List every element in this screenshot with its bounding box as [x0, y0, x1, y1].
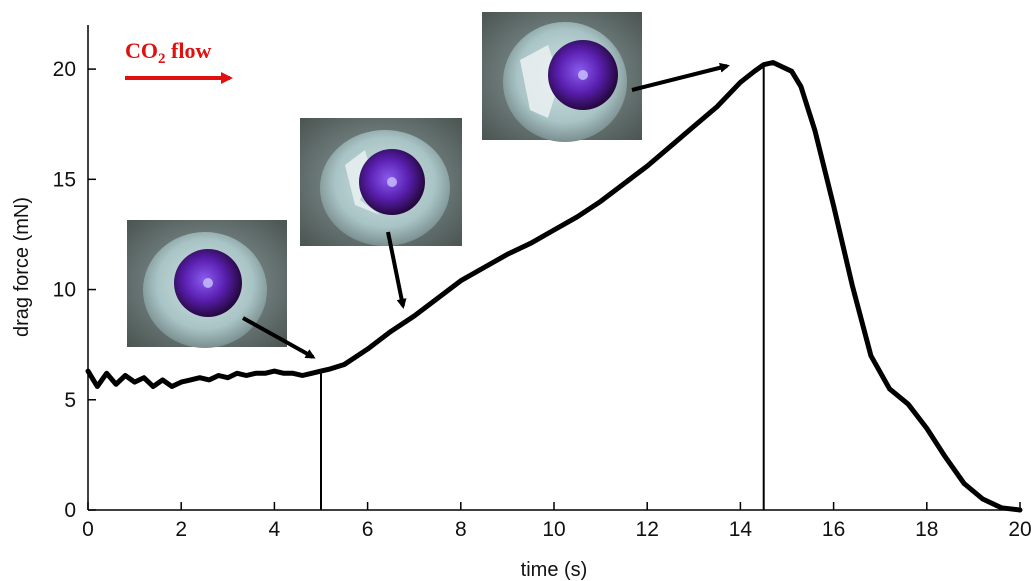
y-tick-label: 20	[53, 58, 76, 81]
y-axis-label: drag force (mN)	[11, 197, 33, 337]
x-tick-label: 0	[82, 518, 94, 541]
co2-flow-label: CO2 flow	[125, 38, 211, 67]
x-tick-label: 14	[729, 518, 753, 541]
arrow-photo-2	[386, 231, 407, 309]
x-tick-label: 10	[542, 518, 565, 541]
y-tick-label: 0	[64, 499, 76, 522]
co2-flow-annotation: CO2 flow	[125, 38, 233, 84]
x-tick-label: 16	[822, 518, 845, 541]
x-tick-label: 20	[1008, 518, 1031, 541]
arrow-photo-1	[242, 316, 316, 359]
y-ticks: 0 5 10 15 20	[53, 58, 96, 522]
x-tick-label: 6	[362, 518, 374, 541]
y-tick-label: 5	[64, 389, 76, 412]
x-axis-label: time (s)	[521, 559, 588, 581]
x-ticks: 0 2 4 6 8 10 12 14 16 18 20	[82, 502, 1032, 541]
y-tick-label: 10	[53, 279, 76, 302]
series-line-drag-force	[85, 60, 1023, 513]
x-tick-label: 8	[455, 518, 467, 541]
x-tick-label: 18	[915, 518, 938, 541]
inset-photo-2	[300, 118, 462, 246]
arrow-photo-3	[631, 62, 730, 92]
x-tick-label: 4	[269, 518, 281, 541]
x-tick-label: 2	[175, 518, 187, 541]
inset-photo-3	[482, 12, 642, 142]
y-tick-label: 15	[53, 168, 76, 191]
marker-lines	[320, 64, 765, 510]
x-tick-label: 12	[636, 518, 659, 541]
